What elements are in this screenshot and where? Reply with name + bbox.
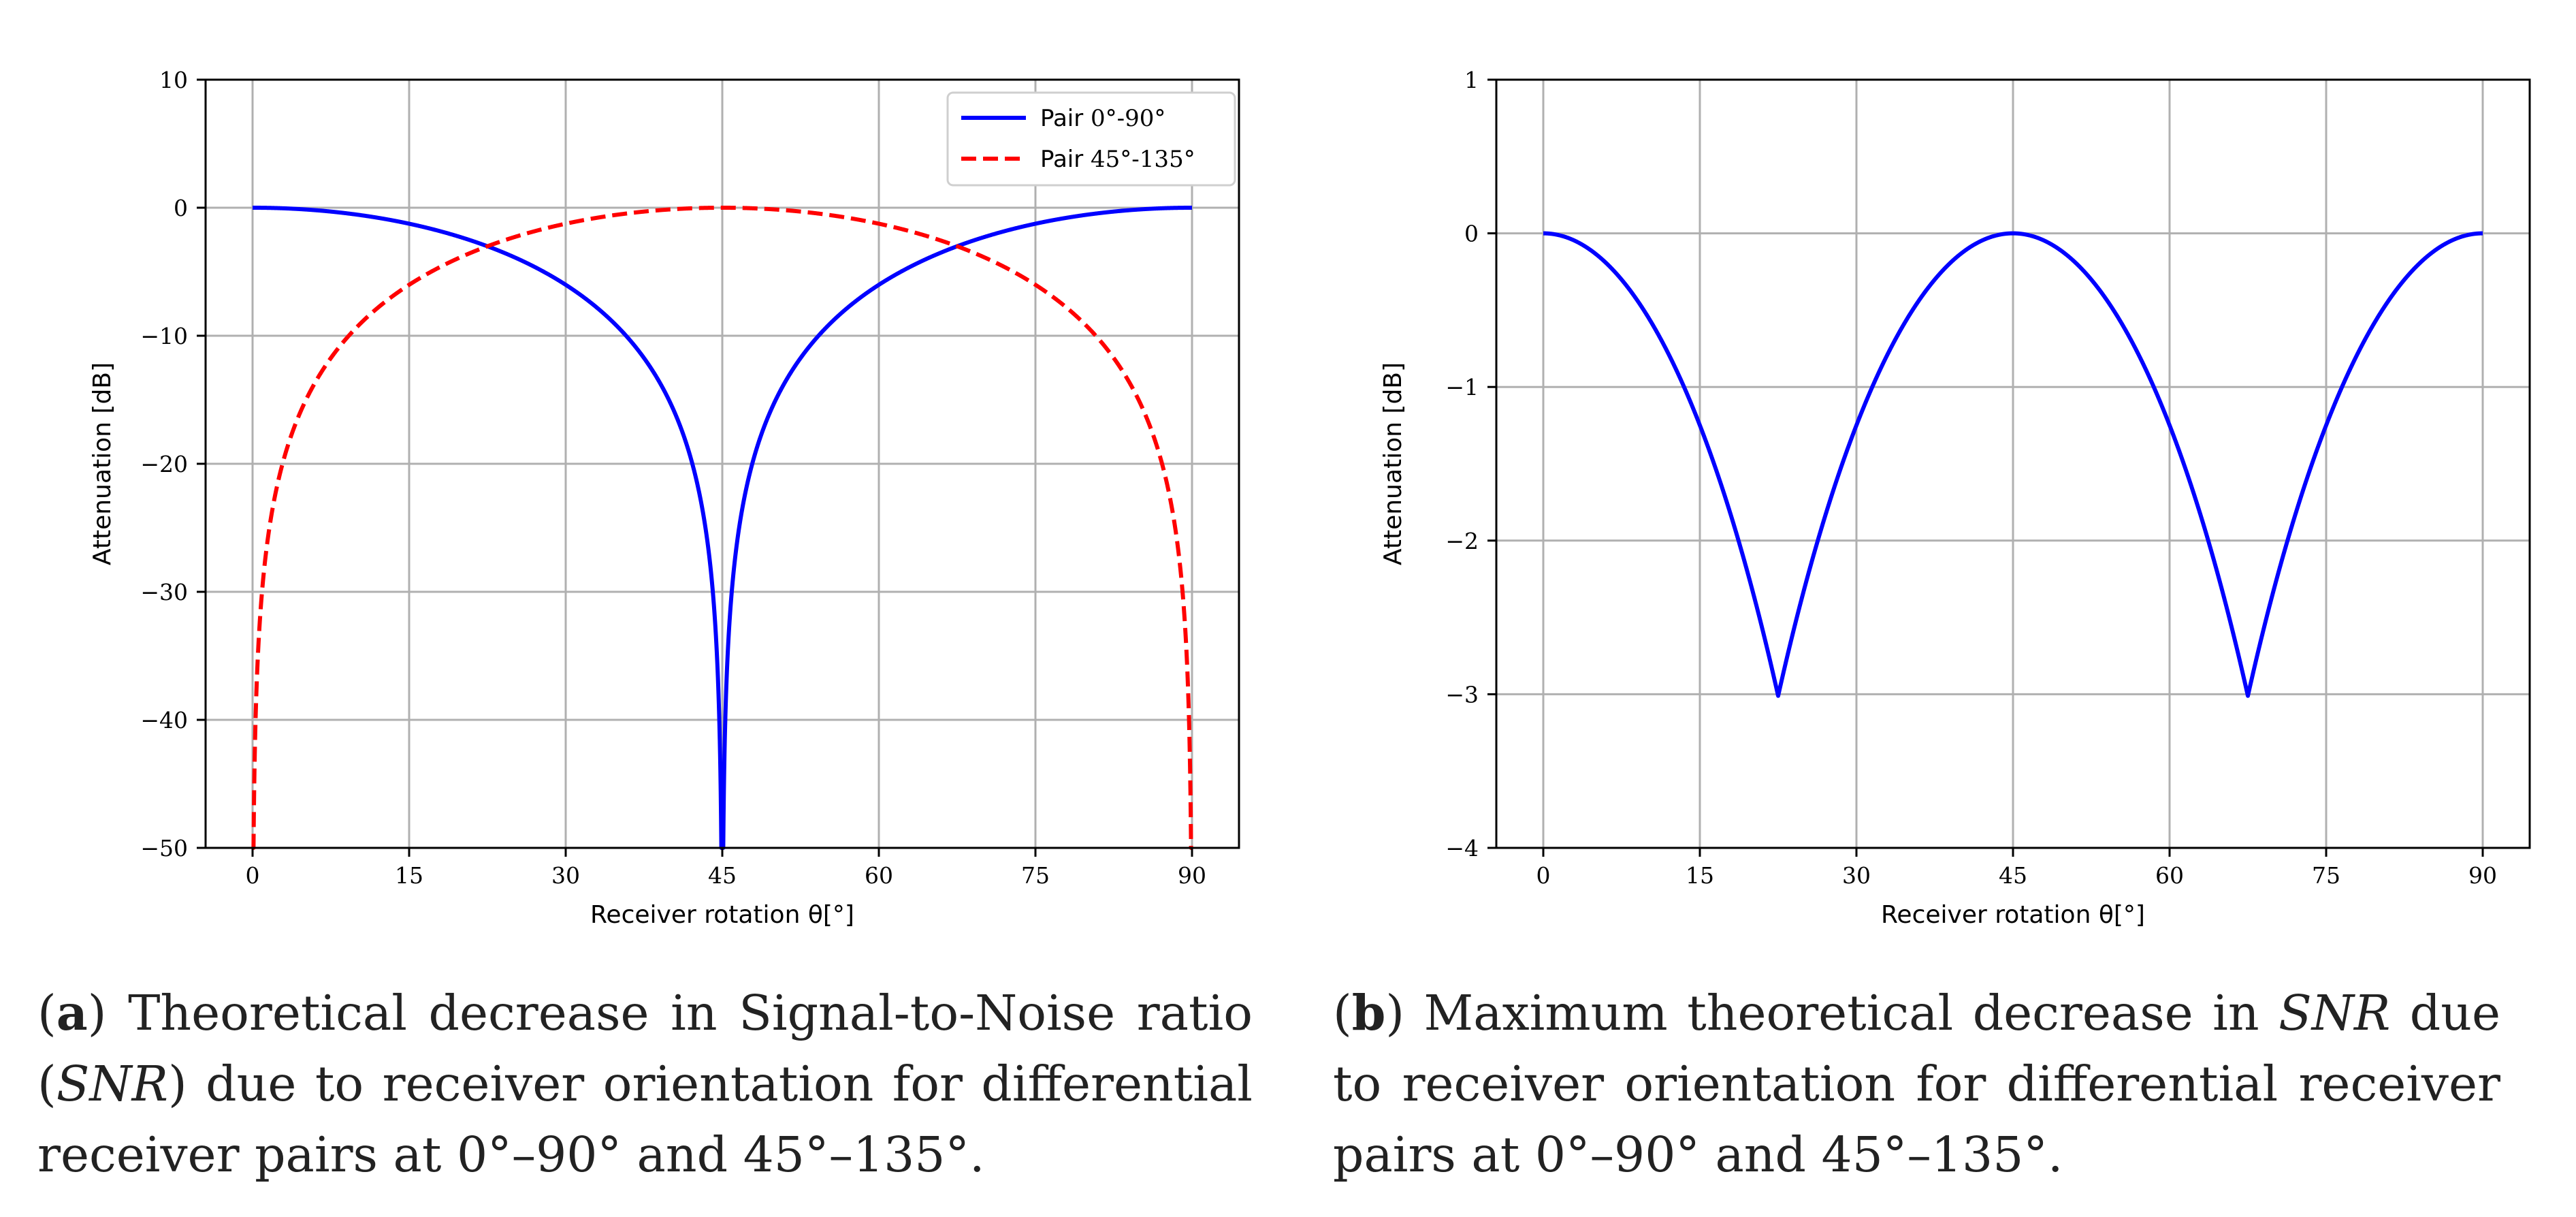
chart-a-grid: [206, 78, 1239, 849]
chart-b-series: [1541, 231, 2485, 698]
y-tick-label: −30: [140, 579, 188, 605]
x-tick-label: 0: [1536, 862, 1551, 889]
caption-a-text-before: Theoretical decrease in Signal-to-Noise …: [37, 985, 1253, 1112]
y-tick-label: 10: [159, 67, 188, 93]
caption-b-text-before: Maximum theoretical decrease in: [1404, 985, 2279, 1041]
legend-label-pair-0-90: Pair 0°-90°: [1040, 105, 1165, 132]
x-tick-label: 15: [395, 862, 423, 889]
x-tick-label: 15: [1686, 862, 1714, 889]
y-tick-label: −3: [1445, 681, 1479, 708]
caption-b-label: b: [1351, 984, 1386, 1041]
caption-a-text-after: ) due to receiver orientation for differ…: [37, 1056, 1253, 1183]
x-tick-label: 30: [1842, 862, 1871, 889]
x-tick-label: 45: [1999, 862, 2027, 889]
y-tick-label: −4: [1445, 835, 1479, 862]
chart-b-grid: [1496, 78, 2530, 849]
y-tick-label: −20: [140, 451, 188, 477]
caption-a-snr: SNR: [56, 1056, 168, 1112]
caption-b-text-after: due to receiver orientation for differen…: [1333, 985, 2500, 1183]
x-tick-label: 60: [865, 862, 893, 889]
chart-a-ticks: 0 15 30 45 60 75 90 10 0 −10 −20 −30 −40 −50: [140, 67, 1206, 889]
y-tick-label: 0: [174, 195, 188, 221]
y-tick-label: −2: [1445, 528, 1479, 554]
x-tick-label: 0: [246, 862, 260, 889]
chart-a-y-axis-label: Attenuation [dB]: [88, 362, 116, 565]
caption-b: (b) Maximum theoretical decrease in SNR …: [1333, 984, 2500, 1183]
caption-b-snr: SNR: [2279, 985, 2391, 1041]
chart-a-x-axis-label: Receiver rotation θ[°]: [590, 901, 854, 929]
y-tick-label: −10: [140, 323, 188, 349]
chart-a: 0 15 30 45 60 75 90 10 0 −10 −20 −30 −40 −50 Receiver…: [88, 67, 1240, 929]
chart-a-legend: Pair 0°-90° Pair 45°-135°: [946, 91, 1236, 187]
legend-label-pair-45-135-range: 45°-135°: [1091, 146, 1195, 173]
chart-b-y-axis-label: Attenuation [dB]: [1379, 362, 1407, 565]
legend-label-pair-45-135: Pair 45°-135°: [1040, 146, 1195, 173]
chart-b: 0 15 30 45 60 75 90 1 0 −1 −2 −3 −4 Receiver rotatio…: [1379, 67, 2531, 929]
chart-b-ticks: 0 15 30 45 60 75 90 1 0 −1 −2 −3 −4: [1445, 67, 2497, 889]
legend-label-pair-0-90-prefix: Pair: [1040, 105, 1091, 132]
caption-a: (a) Theoretical decrease in Signal-to-No…: [37, 984, 1253, 1183]
x-tick-label: 75: [1021, 862, 1050, 889]
x-tick-label: 30: [551, 862, 580, 889]
caption-a-label: a: [56, 984, 88, 1041]
y-tick-label: 1: [1464, 67, 1479, 93]
y-tick-label: −1: [1445, 374, 1479, 400]
x-tick-label: 90: [2468, 862, 2497, 889]
legend-label-pair-45-135-prefix: Pair: [1040, 146, 1091, 173]
y-tick-label: −40: [140, 707, 188, 733]
x-tick-label: 45: [708, 862, 737, 889]
x-tick-label: 90: [1178, 862, 1206, 889]
y-tick-label: −50: [140, 835, 188, 862]
legend-label-pair-0-90-range: 0°-90°: [1091, 105, 1165, 132]
x-tick-label: 75: [2312, 862, 2340, 889]
chart-b-x-axis-label: Receiver rotation θ[°]: [1881, 901, 2145, 929]
x-tick-label: 60: [2155, 862, 2184, 889]
y-tick-label: 0: [1464, 221, 1479, 247]
chart-b-series-0: [1541, 231, 2485, 698]
chart-a-series-1: [251, 206, 1194, 850]
